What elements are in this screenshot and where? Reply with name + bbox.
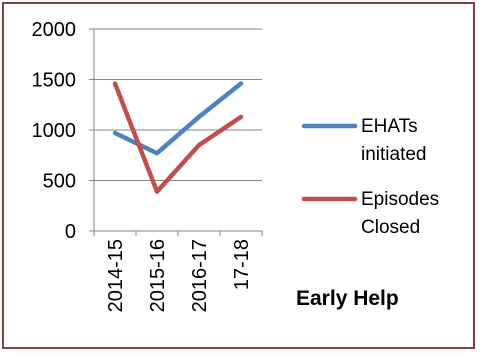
legend-label: EHATs — [361, 116, 418, 137]
y-axis-tick-labels: 0 500 1000 1500 2000 — [32, 19, 77, 243]
series-lines — [112, 81, 244, 194]
chart-frame — [2, 2, 475, 349]
chart-title: Early Help — [296, 287, 399, 310]
y-tick-label: 0 — [65, 221, 76, 243]
y-tick-label: 2000 — [32, 19, 77, 41]
y-tick-label: 1500 — [32, 70, 77, 92]
data-point — [156, 191, 158, 193]
x-axis-tick-labels: 2014-15 2015-16 2016-17 17-18 — [105, 239, 253, 312]
legend: EHATs initiated Episodes Closed — [301, 116, 439, 238]
legend-label: Closed — [361, 217, 420, 238]
data-point — [198, 116, 200, 118]
data-point — [114, 132, 116, 134]
x-tick-label: 2015-16 — [147, 239, 169, 312]
data-point — [198, 144, 200, 146]
data-point — [240, 83, 242, 85]
x-tick-label: 2014-15 — [105, 239, 127, 312]
axes — [89, 28, 263, 236]
data-point — [156, 152, 158, 154]
data-point — [114, 83, 116, 85]
series-line-2 — [112, 81, 244, 194]
y-tick-label: 1000 — [32, 120, 77, 142]
series-line-1 — [112, 81, 244, 156]
x-tick-label: 17-18 — [231, 239, 253, 290]
gridlines — [94, 28, 262, 181]
legend-label: initiated — [361, 144, 427, 165]
data-point — [240, 116, 242, 118]
x-tick-label: 2016-17 — [189, 239, 211, 312]
y-tick-label: 500 — [43, 171, 76, 193]
legend-label: Episodes — [361, 189, 439, 210]
